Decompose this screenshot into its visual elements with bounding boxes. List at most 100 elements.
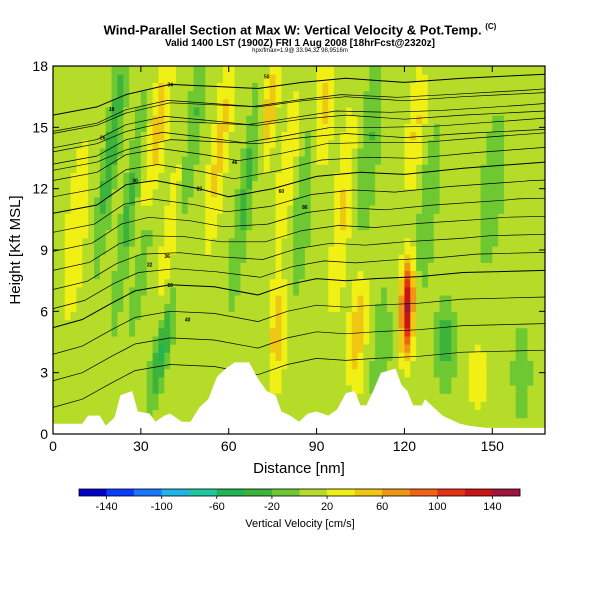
w-cell bbox=[170, 213, 177, 222]
w-cell bbox=[445, 368, 452, 378]
w-cell bbox=[263, 237, 271, 247]
colorbar: -140 -100 -60 -20 20 60 100 140 bbox=[78, 488, 521, 513]
w-cell bbox=[509, 213, 517, 222]
w-cell bbox=[205, 155, 212, 165]
w-cell bbox=[351, 188, 359, 198]
w-cell bbox=[146, 82, 154, 92]
w-cell bbox=[281, 270, 288, 280]
w-cell bbox=[123, 294, 130, 304]
w-cell bbox=[234, 164, 242, 173]
w-cell bbox=[269, 90, 277, 100]
w-cell bbox=[416, 213, 423, 222]
w-cell bbox=[70, 115, 78, 124]
w-cell bbox=[310, 155, 318, 165]
w-cell bbox=[427, 155, 435, 165]
w-cell bbox=[504, 213, 511, 222]
w-cell bbox=[439, 74, 447, 83]
w-cell bbox=[486, 262, 493, 272]
w-cell bbox=[445, 139, 452, 149]
w-cell bbox=[193, 106, 201, 116]
w-cell bbox=[474, 66, 482, 75]
w-cell bbox=[340, 270, 347, 280]
w-cell bbox=[375, 286, 382, 296]
w-cell bbox=[99, 115, 107, 124]
w-cell bbox=[199, 74, 206, 83]
w-cell bbox=[509, 254, 517, 263]
w-cell bbox=[439, 115, 447, 124]
w-cell bbox=[299, 205, 306, 214]
w-cell bbox=[99, 352, 107, 361]
theta-isoline bbox=[53, 252, 545, 309]
w-cell bbox=[527, 229, 534, 239]
w-cell bbox=[304, 360, 312, 370]
w-cell bbox=[140, 376, 148, 386]
w-cell bbox=[533, 286, 540, 296]
w-cell bbox=[433, 360, 441, 370]
w-cell bbox=[240, 303, 247, 312]
w-cell bbox=[53, 180, 60, 190]
w-cell bbox=[492, 409, 499, 419]
w-cell bbox=[369, 139, 376, 149]
w-cell bbox=[187, 123, 195, 133]
w-cell bbox=[252, 106, 259, 116]
w-cell bbox=[433, 401, 441, 411]
w-cell bbox=[240, 188, 247, 198]
w-cell bbox=[310, 66, 318, 75]
w-cell bbox=[140, 188, 148, 198]
w-cell bbox=[123, 254, 130, 263]
w-cell bbox=[404, 155, 411, 165]
w-cell bbox=[135, 74, 142, 83]
w-cell bbox=[123, 139, 130, 149]
w-cell bbox=[170, 82, 177, 92]
w-cell bbox=[152, 237, 160, 247]
w-cell bbox=[310, 278, 318, 288]
w-cell bbox=[445, 352, 452, 361]
w-cell bbox=[375, 245, 382, 255]
w-cell bbox=[152, 262, 160, 272]
w-cell bbox=[53, 90, 60, 100]
w-cell bbox=[451, 98, 458, 108]
w-cell bbox=[322, 360, 329, 370]
w-cell bbox=[480, 417, 488, 427]
w-cell bbox=[480, 196, 488, 206]
w-cell bbox=[498, 344, 505, 353]
w-cell bbox=[158, 74, 165, 83]
w-cell bbox=[53, 139, 60, 149]
w-cell bbox=[70, 180, 78, 190]
w-cell bbox=[451, 147, 458, 157]
w-cell bbox=[88, 384, 95, 394]
w-cell bbox=[345, 278, 353, 288]
w-cell bbox=[135, 286, 142, 296]
w-cell bbox=[527, 303, 534, 312]
w-cell bbox=[217, 303, 224, 312]
w-cell bbox=[117, 196, 124, 206]
w-cell bbox=[140, 286, 148, 296]
w-cell bbox=[82, 384, 89, 394]
w-cell bbox=[76, 213, 83, 222]
y-tick-label: 6 bbox=[40, 303, 48, 319]
w-cell bbox=[468, 303, 476, 312]
w-cell bbox=[527, 82, 534, 92]
w-cell bbox=[340, 115, 347, 124]
colorbar-swatch bbox=[409, 489, 438, 496]
w-cell bbox=[275, 82, 283, 92]
w-cell bbox=[539, 278, 545, 288]
w-cell bbox=[416, 205, 423, 214]
w-cell bbox=[416, 180, 423, 190]
w-cell bbox=[363, 205, 370, 214]
w-cell bbox=[58, 188, 66, 198]
w-cell bbox=[310, 344, 318, 353]
w-cell bbox=[457, 311, 464, 321]
w-cell bbox=[509, 106, 517, 116]
w-cell bbox=[281, 368, 288, 378]
w-cell bbox=[111, 352, 119, 361]
w-cell bbox=[398, 262, 406, 272]
w-cell bbox=[304, 368, 312, 378]
w-cell bbox=[135, 368, 142, 378]
w-cell bbox=[416, 139, 423, 149]
w-cell bbox=[228, 303, 236, 312]
w-cell bbox=[515, 205, 523, 214]
w-cell bbox=[76, 90, 83, 100]
w-cell bbox=[111, 90, 119, 100]
w-cell bbox=[269, 196, 277, 206]
